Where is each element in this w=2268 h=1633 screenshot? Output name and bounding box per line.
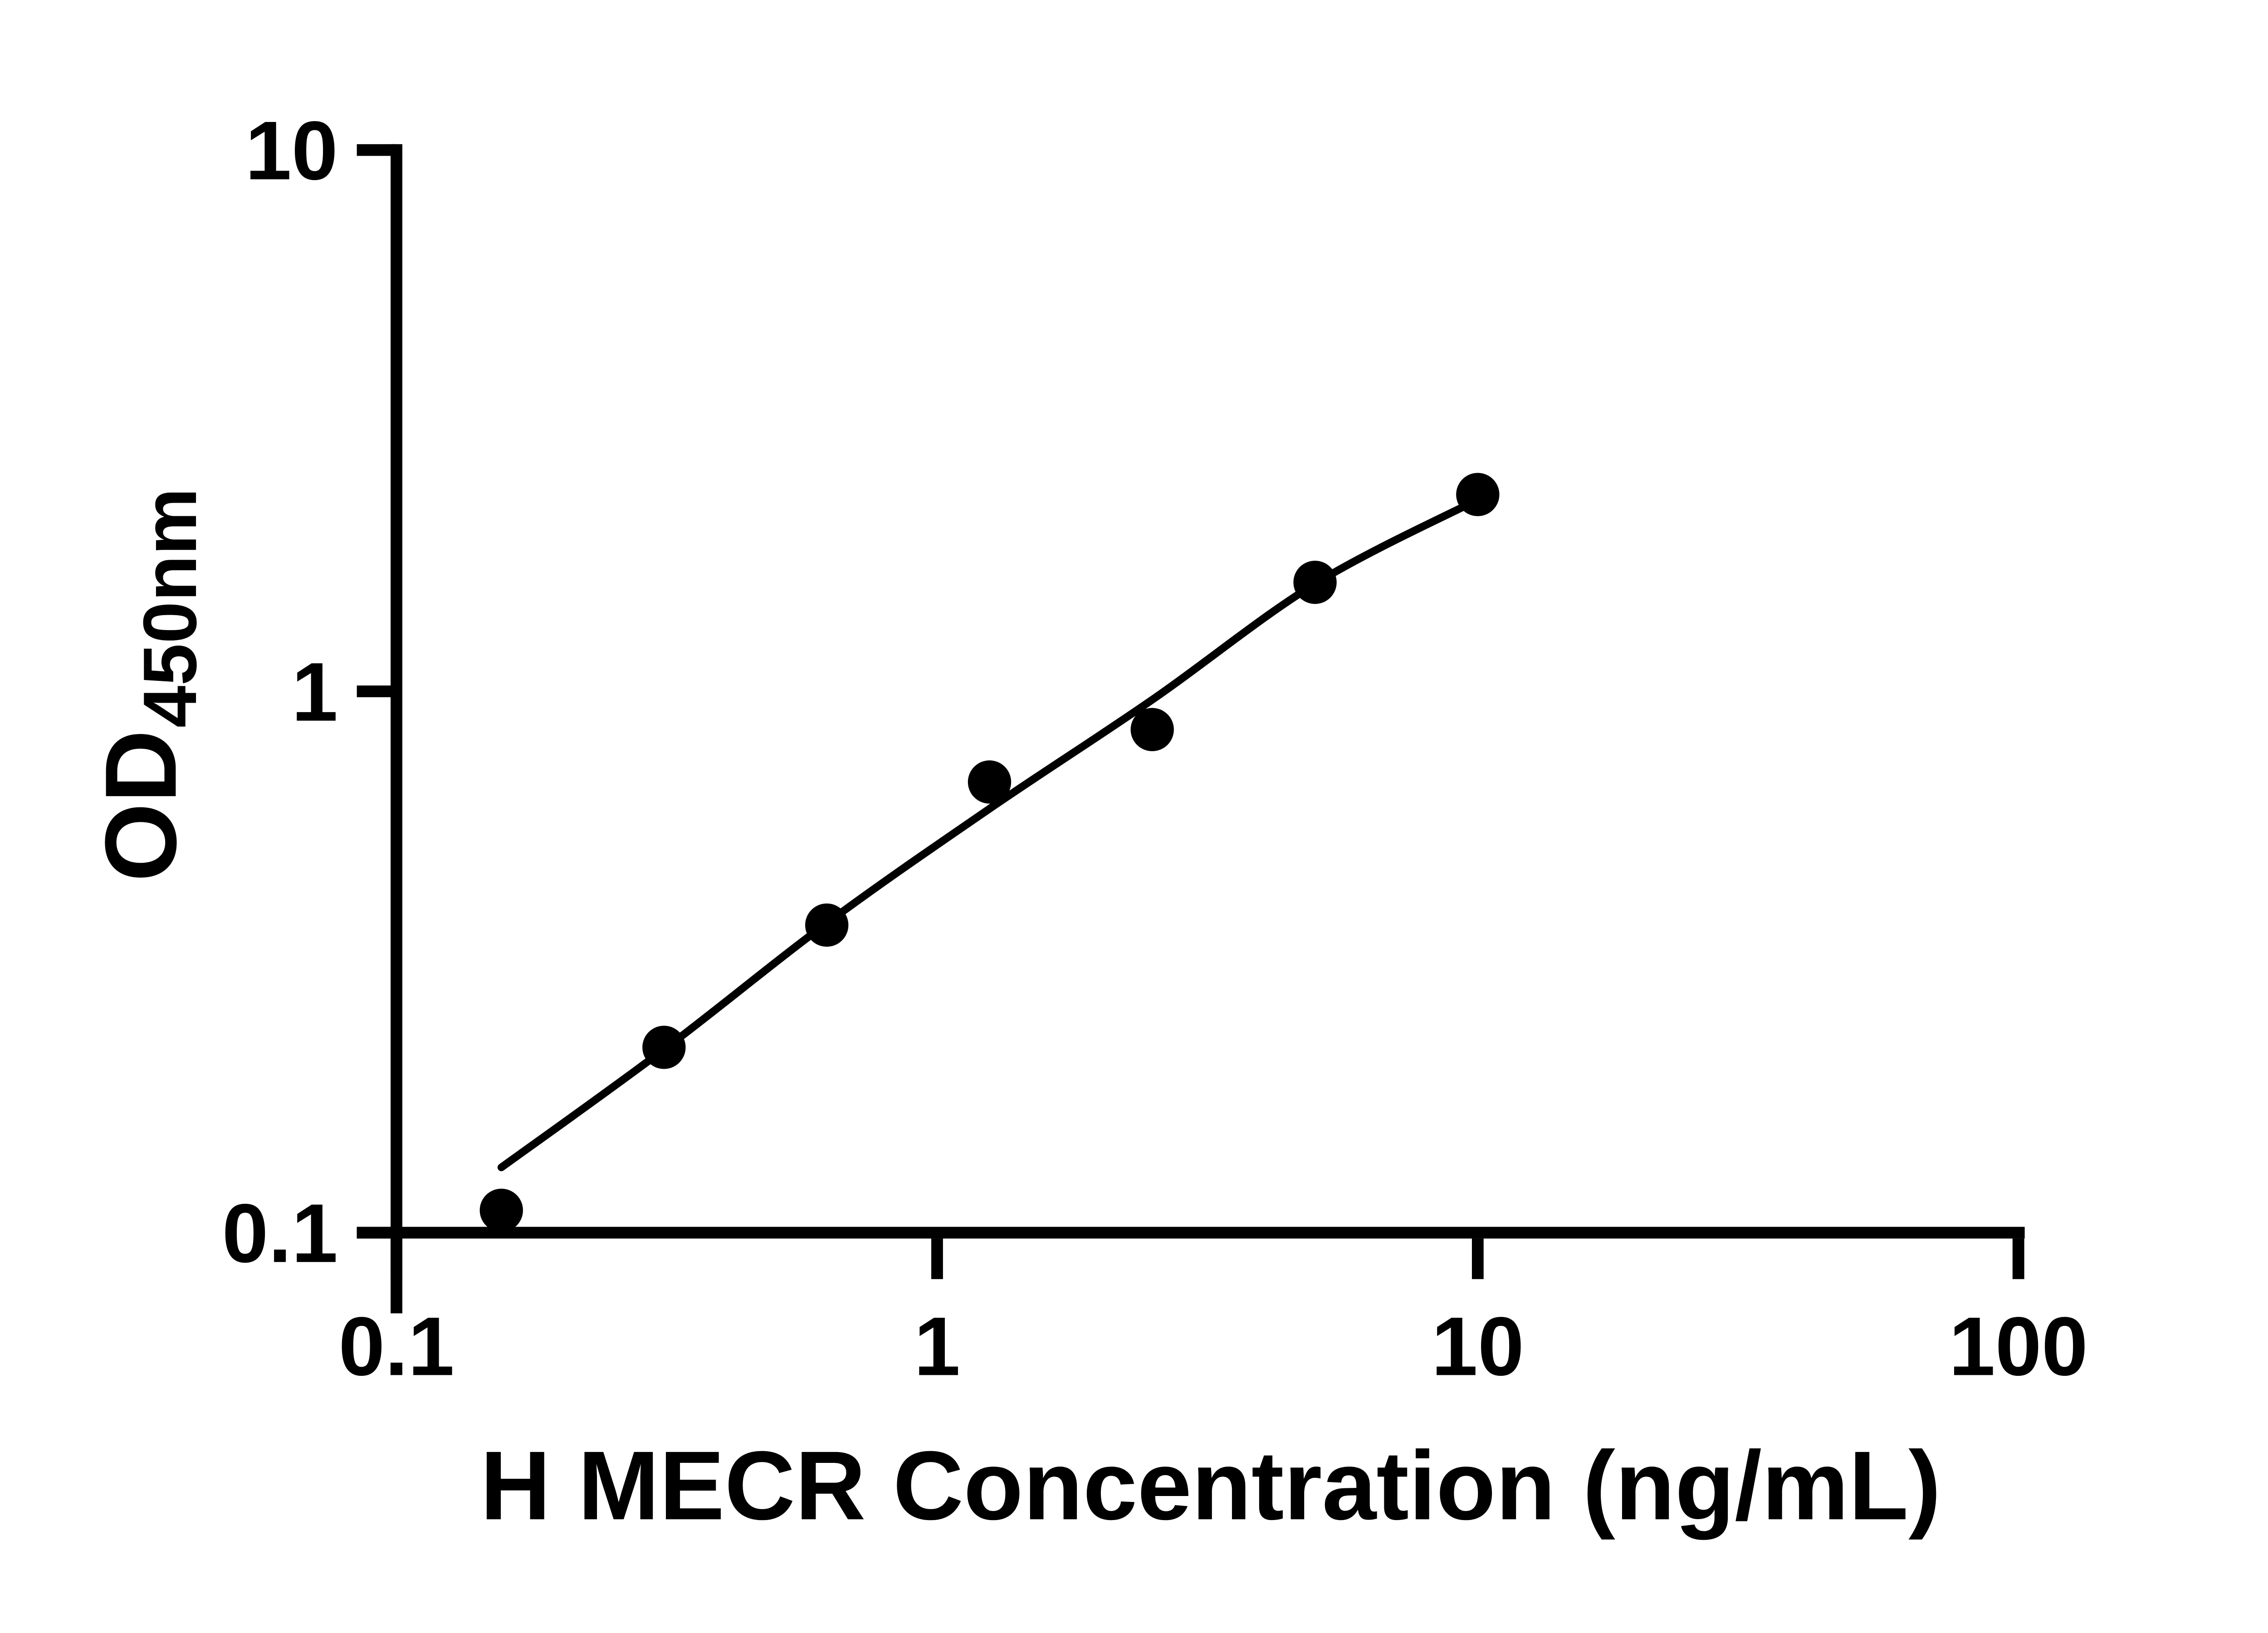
x-axis-ticks: 0.1 1 10 100	[338, 1238, 2088, 1393]
y-tick-label: 10	[245, 104, 338, 197]
y-axis-title: OD 450nm	[84, 488, 212, 882]
y-tick	[357, 685, 397, 698]
plot-series	[479, 473, 1500, 1232]
fit-line	[497, 496, 1482, 1172]
data-point	[1130, 708, 1174, 752]
y-axis-title-main: OD	[84, 730, 197, 882]
axes	[357, 144, 2025, 1314]
y-axis-ticks: 0.1 1 10	[222, 104, 397, 1280]
x-tick-label: 10	[1432, 1300, 1524, 1393]
x-axis-title: H MECR Concentration (ng/mL)	[480, 1431, 1941, 1540]
x-tick-label: 1	[914, 1300, 960, 1393]
x-tick	[2012, 1238, 2024, 1279]
x-axis-line	[357, 1227, 2025, 1239]
x-tick	[1471, 1238, 1484, 1279]
y-tick	[357, 1227, 397, 1239]
data-point	[479, 1188, 523, 1232]
y-axis-line	[391, 144, 402, 1314]
y-tick	[357, 144, 397, 156]
x-tick	[391, 1238, 402, 1279]
data-point	[1293, 561, 1337, 604]
data-point	[642, 1026, 686, 1069]
data-point	[1456, 473, 1500, 516]
x-tick	[931, 1238, 943, 1279]
data-point	[805, 903, 849, 947]
x-tick-label: 0.1	[338, 1300, 454, 1393]
data-point	[968, 760, 1012, 804]
x-tick-label: 100	[1949, 1300, 2088, 1393]
y-tick-label: 0.1	[222, 1187, 338, 1280]
y-axis-title-subscript: 450nm	[128, 488, 212, 728]
y-tick-label: 1	[292, 645, 338, 738]
